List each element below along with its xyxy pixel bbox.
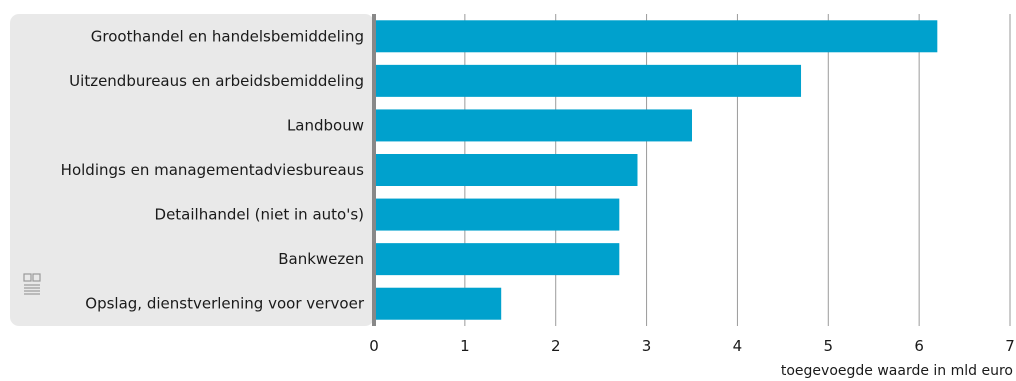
- bar: [374, 243, 620, 276]
- x-tick-label: 1: [460, 337, 470, 355]
- bar: [374, 20, 938, 53]
- x-tick-label: 5: [824, 337, 834, 355]
- x-axis-title: toegevoegde waarde in mld euro: [781, 363, 1013, 379]
- bar: [374, 109, 692, 142]
- x-tick-label: 6: [914, 337, 924, 355]
- bars: [374, 20, 938, 320]
- category-label: Opslag, dienstverlening voor vervoer: [85, 295, 365, 313]
- x-tick-label: 0: [369, 337, 379, 355]
- bar: [374, 154, 638, 186]
- x-tick-labels: 0 1 2 3 4 5 6 7: [369, 337, 1015, 355]
- bar: [374, 64, 802, 97]
- category-label: Uitzendbureaus en arbeidsbemiddeling: [69, 72, 364, 90]
- category-label: Detailhandel (niet in auto's): [155, 206, 364, 224]
- label-panel: [10, 14, 374, 326]
- bar: [374, 287, 502, 320]
- x-tick-label: 3: [642, 337, 652, 355]
- y-axis-line: [372, 14, 376, 326]
- category-label: Bankwezen: [278, 250, 364, 268]
- category-label: Groothandel en handelsbemiddeling: [91, 27, 364, 45]
- cbs-logo-icon: [23, 273, 41, 295]
- category-label: Landbouw: [287, 116, 364, 134]
- category-label: Holdings en managementadviesbureaus: [61, 161, 365, 179]
- x-tick-label: 2: [551, 337, 561, 355]
- x-tick-label: 4: [733, 337, 743, 355]
- x-tick-label: 7: [1005, 337, 1015, 355]
- bar: [374, 198, 620, 231]
- category-labels: Groothandel en handelsbemiddeling Uitzend…: [61, 27, 365, 312]
